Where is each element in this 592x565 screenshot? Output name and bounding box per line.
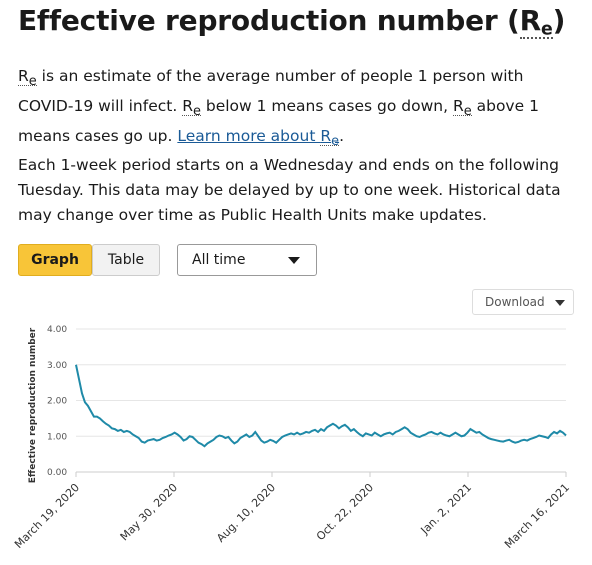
chevron-down-icon [555,300,565,306]
y-axis-label: Effective reproduction number [28,327,38,483]
x-axis-ticks: March 19, 2020 May 30, 2020 Aug. 10, 2020 O… [12,472,572,551]
x-tick-label: May 30, 2020 [118,481,180,543]
y-tick-label: 1.00 [47,432,67,442]
learn-more-link[interactable]: Learn more about Re [177,127,340,150]
page-title: Effective reproduction number (Re) [18,4,566,40]
download-label: Download [485,295,545,309]
re-abbreviation[interactable]: Re [182,97,201,120]
graph-view-button[interactable]: Graph [18,244,92,276]
download-button[interactable]: Download [472,289,574,315]
x-tick-label: Aug. 10, 2020 [214,481,278,545]
chart-gridlines [76,328,566,473]
table-view-button[interactable]: Table [92,244,160,276]
re-abbreviation[interactable]: Re [452,97,472,120]
y-tick-label: 2.00 [47,397,67,407]
re-abbreviation[interactable]: Re [18,67,37,90]
y-tick-label: 0.00 [47,468,67,478]
x-tick-label: March 19, 2020 [12,481,82,551]
x-tick-label: Oct. 22, 2020 [314,481,376,543]
data-note-paragraph: Each 1-week period starts on a Wednesday… [18,156,561,224]
intro-paragraph: Re is an estimate of the average number … [18,67,539,150]
y-tick-label: 4.00 [47,325,67,335]
x-tick-label: March 16, 2021 [502,481,572,551]
re-abbreviation[interactable]: Re [519,4,553,40]
time-range-select[interactable]: All time [177,244,317,276]
time-range-selected: All time [192,252,246,268]
re-series-line [75,364,567,448]
x-tick-label: Jan. 2, 2021 [418,481,475,538]
chevron-down-icon [288,257,300,264]
y-tick-label: 3.00 [47,361,67,371]
y-axis-ticks: 0.00 1.00 2.00 3.00 4.00 [47,325,67,478]
